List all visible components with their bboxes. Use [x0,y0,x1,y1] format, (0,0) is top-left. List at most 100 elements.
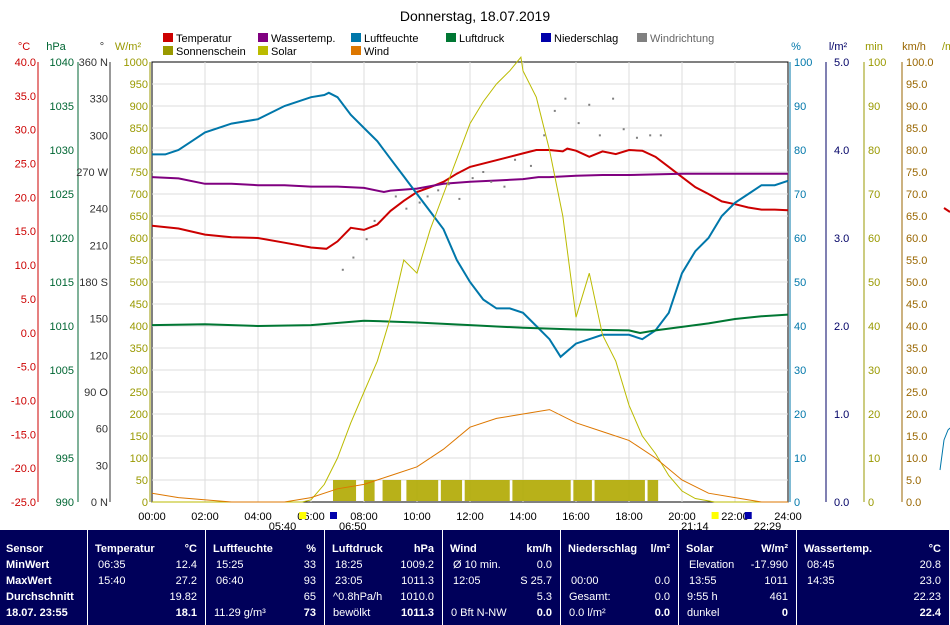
wind-axis-tick: 95.0 [906,79,927,91]
table-current-note: bewölkt [333,607,371,619]
wind-axis-tick: 75.0 [906,167,927,179]
temperature-axis-tick: 25.0 [15,159,36,171]
humidity-axis-tick: 40 [794,321,806,333]
windrichtung-point [352,256,355,259]
table-max-value: 27.2 [175,575,197,587]
table-min-value: 0.0 [536,559,552,571]
solar-axis-tick: 200 [130,409,148,421]
series-Wassertemp. [151,172,788,194]
table-unit: W/m² [761,543,788,555]
table-avg-note: Gesamt: [569,591,611,603]
table-current-note: dunkel [687,607,720,619]
table-column-temperatur: Temperatur °C 06:35 12.4 15:40 27.2 19.82 18.1 [88,530,206,625]
series-Luftfeuchte [152,91,789,359]
legend-label: Luftfeuchte [364,33,418,45]
legend-label: Niederschlag [554,33,618,45]
table-max-value: 1011 [764,575,788,587]
direction-axis-tick: 90 O [84,387,108,399]
wind-axis-tick: 70.0 [906,189,927,201]
table-avg-value: 19.82 [169,591,197,603]
row-label-current: 18.07. 23:55 [6,607,68,619]
x-tick-label: 18:00 [615,511,643,523]
wind-axis-unit: km/h [902,41,926,53]
windrichtung-point [564,97,567,100]
windrichtung-point [482,171,485,173]
legend-label: Windrichtung [650,33,714,45]
sunshine-axis-tick: 80 [868,145,880,157]
rain-axis-tick: 0.0 [834,497,849,509]
table-column-solar: Solar W/m² Elevation -17.990 13:55 1011 9:55 h… [679,530,797,625]
windrichtung-point [341,268,344,271]
table-avg-value: 0.0 [654,591,670,603]
legend-label: Solar [271,46,297,58]
table-min-value: 1009.2 [400,559,434,571]
legend-label: Temperatur [176,33,232,45]
windrichtung-point [405,207,408,210]
pressure-axis-tick: 1000 [50,409,74,421]
row-label-avg: Durchschnitt [6,591,74,603]
wind-axis-tick: 0.0 [906,497,921,509]
table-current-value: 0.0 [536,607,552,619]
wind-axis-tick: 90.0 [906,101,927,113]
windrichtung-point [458,197,461,200]
table-max-time: 15:40 [98,575,126,587]
table-current-note: 0.0 l/m² [569,607,606,619]
windrichtung-point [490,180,493,183]
windrichtung-point [577,122,580,125]
row-label-min: MinWert [6,559,50,571]
row-labels-column: Sensor MinWert MaxWert Durchschnitt 18.0… [0,530,88,625]
humidity-axis-tick: 60 [794,233,806,245]
humidity-axis-tick: 20 [794,409,806,421]
legend-swatch [351,33,361,42]
temperature-axis-tick: -20.0 [11,463,36,475]
temperature-axis-unit: °C [18,41,30,53]
sunshine-bar [332,480,357,501]
table-avg-note: ^0.8hPa/h [333,591,383,603]
windrichtung-point [543,134,546,137]
sun-marker-label: 22:29 [754,521,782,530]
direction-axis-tick: 240 [90,204,108,216]
wind-axis-tick: 100.0 [906,57,934,69]
row-label-sensor: Sensor [6,543,44,555]
windrichtung-point [447,183,450,186]
table-max-value: 23.0 [919,575,941,587]
sun-marker-label: 06:50 [339,521,367,530]
table-max-value: S 25.7 [520,575,552,587]
sunshine-axis-tick: 40 [868,321,880,333]
direction-axis-tick: 180 S [79,277,108,289]
direction-axis-tick: 270 W [76,167,108,179]
legend-label: Luftdruck [459,33,505,45]
sunshine-bar [512,480,571,501]
humidity-axis-tick: 30 [794,365,806,377]
rain-axis-unit: l/m² [829,41,848,53]
windrichtung-point [514,158,517,161]
table-current-value: 73 [303,607,316,619]
sunshine-bar [406,480,439,501]
table-header: Temperatur [95,543,155,555]
sunshine-bar [364,480,375,501]
wind-axis-tick: 35.0 [906,343,927,355]
table-min-value: 12.4 [175,559,197,571]
table-column-luftdruck: Luftdruck hPa 18:25 1009.2 23:05 1011.3 ^0.8hP… [325,530,443,625]
solar-axis-tick: 250 [130,387,148,399]
temperature-axis-tick: -10.0 [11,395,36,407]
solar-axis-tick: 650 [130,211,148,223]
temperature-axis-tick: 15.0 [15,226,36,238]
direction-axis-tick: 330 [90,94,108,106]
legend-swatch [258,33,268,42]
x-tick-label: 22:00 [721,511,749,523]
solar-axis-tick: 950 [130,79,148,91]
wind-axis-tick: 20.0 [906,409,927,421]
edge-series-humidity [939,427,950,471]
windrichtung-point [365,238,368,241]
x-tick-label: 16:00 [562,511,590,523]
temperature-axis-tick: -15.0 [11,429,36,441]
x-tick-label: 08:00 [350,511,378,523]
pressure-axis-tick: 1005 [50,365,74,377]
table-min-time: Ø 10 min. [453,559,501,571]
solar-axis-tick: 50 [136,475,148,487]
table-max-time: 00:00 [571,575,599,587]
table-header: Wassertemp. [804,543,873,555]
legend-label: Wind [364,46,389,58]
wind-axis-tick: 10.0 [906,453,927,465]
